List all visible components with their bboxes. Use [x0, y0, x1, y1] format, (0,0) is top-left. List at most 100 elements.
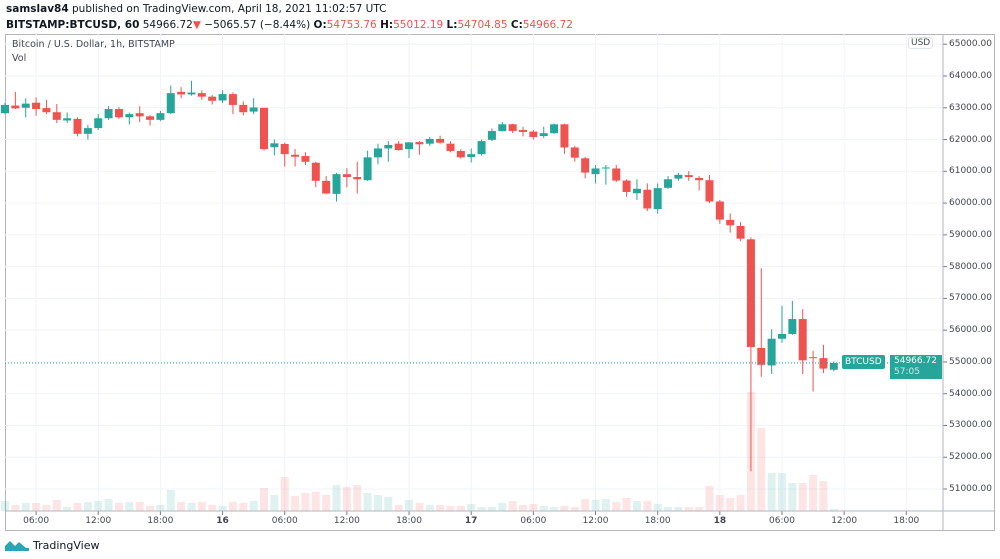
author-name[interactable]: samslav84	[6, 3, 69, 15]
candle-body	[446, 143, 455, 151]
volume-bars	[1, 392, 838, 511]
candle	[705, 175, 714, 204]
price-tick-label: 54000.00	[949, 388, 992, 399]
candle	[664, 176, 673, 189]
time-tick-label: 06:00	[520, 516, 547, 526]
candle	[73, 117, 82, 137]
candle	[778, 305, 786, 343]
tradingview-logo-icon	[5, 541, 29, 551]
candle	[809, 350, 818, 392]
price-change: −5065.57 (−8.44%)	[204, 19, 311, 31]
down-arrow-icon: ▼	[192, 19, 201, 31]
time-tick-label: 06:00	[23, 516, 50, 526]
candle-body	[311, 162, 320, 181]
candle-body	[1, 104, 9, 114]
candle-body	[809, 357, 818, 359]
candle	[322, 176, 331, 195]
candle	[467, 148, 476, 163]
volume-bar	[477, 507, 486, 511]
candle-body	[715, 201, 724, 220]
candle-body	[42, 108, 51, 113]
candle-body	[612, 168, 621, 181]
candle	[135, 106, 144, 123]
price-tick-label: 52000.00	[949, 452, 992, 463]
candle-body	[819, 358, 828, 369]
candle	[695, 176, 704, 191]
volume-bar	[715, 495, 724, 511]
candle-body	[767, 338, 776, 366]
volume-bar	[456, 506, 465, 511]
volume-bar	[601, 499, 610, 511]
volume-bar	[829, 509, 838, 511]
price-tick-label: 53000.00	[949, 420, 992, 431]
volume-bar	[73, 503, 82, 511]
volume-bar	[249, 501, 258, 511]
candle-body	[508, 124, 517, 131]
price-tick-label: 62000.00	[949, 134, 992, 145]
time-tick-label: 06:00	[769, 516, 795, 526]
candle	[560, 123, 569, 154]
candle-body	[166, 93, 175, 114]
candle-body	[591, 168, 600, 175]
candle	[622, 179, 631, 197]
candle	[425, 136, 434, 146]
candle-body	[52, 112, 61, 120]
candle	[146, 115, 155, 126]
candle	[166, 85, 175, 115]
candle	[363, 150, 372, 181]
volume-bar	[197, 502, 206, 511]
volume-bar	[1, 501, 9, 511]
series-legend: Bitcoin / U.S. Dollar, 1h, BITSTAMP	[12, 39, 175, 50]
candle	[550, 123, 559, 134]
tradingview-logo[interactable]: TradingView	[4, 538, 99, 552]
candle	[746, 237, 755, 472]
candle-body	[601, 167, 610, 169]
volume-bar	[63, 507, 72, 511]
volume-bar	[446, 506, 455, 511]
candle-body	[560, 124, 569, 148]
candle	[249, 98, 258, 115]
candle	[311, 161, 320, 188]
price-tick-label: 60000.00	[949, 198, 992, 209]
candle	[456, 149, 465, 159]
candle-body	[477, 141, 486, 155]
volume-bar	[767, 473, 776, 511]
candle-body	[322, 180, 331, 194]
candle	[477, 139, 486, 156]
volume-bar	[311, 492, 320, 511]
volume-bar	[508, 501, 517, 511]
volume-bar	[788, 483, 797, 511]
candle	[42, 99, 51, 115]
candle-body	[384, 144, 393, 149]
volume-bar	[487, 507, 496, 511]
volume-bar	[394, 505, 403, 511]
candle-body	[94, 118, 103, 129]
volume-bar	[42, 505, 51, 511]
volume-bar	[83, 502, 92, 511]
volume-bar	[146, 506, 155, 511]
candle-body	[487, 130, 496, 140]
candle	[643, 183, 652, 212]
currency-badge[interactable]: USD	[908, 37, 934, 49]
bar-countdown: 57:05	[894, 367, 920, 377]
candle	[519, 126, 527, 137]
candle-body	[208, 96, 217, 101]
candle-body	[280, 143, 289, 155]
volume-bar	[674, 507, 683, 511]
candle	[798, 309, 807, 375]
volume-bar	[208, 505, 217, 511]
close-label: C:	[510, 19, 523, 31]
candle-body	[632, 188, 641, 194]
volume-bar	[239, 503, 248, 511]
candle	[342, 168, 351, 188]
price-tick-label: 64000.00	[949, 71, 992, 81]
candle	[197, 90, 206, 100]
volume-bar	[405, 500, 414, 511]
candle-body	[550, 124, 559, 134]
candle-body	[674, 174, 683, 179]
candle	[653, 183, 662, 214]
candle-body	[197, 93, 206, 97]
candles	[1, 80, 838, 472]
time-tick-label: 12:00	[85, 516, 112, 526]
